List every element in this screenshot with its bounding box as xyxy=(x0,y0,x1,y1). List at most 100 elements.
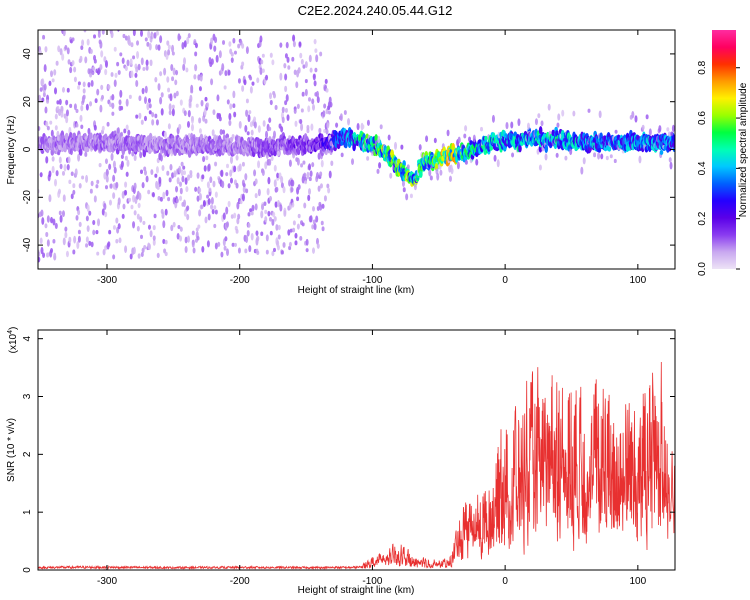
spectrogram-point xyxy=(108,163,112,170)
spectrogram-point xyxy=(69,148,73,156)
spectrogram-point xyxy=(564,155,568,161)
spectrogram-point xyxy=(297,213,301,219)
spectrogram-point xyxy=(518,144,522,153)
spectrogram-point xyxy=(253,169,257,177)
spectrogram-point xyxy=(284,108,288,113)
snr-y-tick-label: 1 xyxy=(22,509,33,515)
spectrogram-point xyxy=(164,208,168,216)
spectrogram-point xyxy=(323,195,327,202)
spectrogram-point xyxy=(111,93,115,101)
spectrogram-point xyxy=(54,113,58,120)
spectrogram-point xyxy=(147,243,151,251)
spectrogram-point xyxy=(172,67,176,76)
spectrogram-point xyxy=(335,122,339,128)
spectrogram-point xyxy=(112,225,116,230)
spectrogram-point xyxy=(175,197,179,204)
spectrogram-point xyxy=(230,57,234,63)
spectrogram-point xyxy=(92,66,96,71)
spectrogram-point xyxy=(658,125,662,133)
spectrogram-point xyxy=(153,32,157,39)
spectrogram-point xyxy=(181,41,185,50)
spectrogram-point xyxy=(255,230,259,236)
spectrogram-point xyxy=(547,103,551,111)
spectrogram-point xyxy=(320,159,324,168)
spectrogram-point xyxy=(226,248,230,256)
spectrogram-point xyxy=(306,171,310,180)
spectrogram-point xyxy=(137,202,141,209)
spectrogram-point xyxy=(206,194,210,199)
spectrogram-point xyxy=(99,104,103,113)
spectrogram-point xyxy=(58,210,62,216)
spectrogram-point xyxy=(173,92,177,99)
colorbar-tick-label: 0.6 xyxy=(697,111,708,125)
spectrogram-point xyxy=(97,31,101,38)
spectrogram-point xyxy=(609,154,613,159)
spectrogram-point xyxy=(281,116,285,124)
snr-x-tick-label: 100 xyxy=(629,576,646,587)
spectrogram-point xyxy=(51,165,55,174)
spectrogram-point xyxy=(510,121,514,129)
spectrogram-point xyxy=(496,159,500,168)
spectrogram-point xyxy=(238,120,242,129)
spectrogram-point xyxy=(271,218,275,226)
spectrogram-point xyxy=(176,177,180,185)
spectrogram-point xyxy=(283,63,287,69)
spectrogram-point xyxy=(73,66,77,73)
spectrogram-point xyxy=(214,242,218,250)
snr-y-axis-label: SNR (10 * v/v) xyxy=(6,418,17,482)
spectrogram-point xyxy=(254,203,258,211)
spectrogram-point xyxy=(292,227,296,233)
spectrogram-point xyxy=(144,85,148,94)
spectrogram-point xyxy=(40,246,44,255)
spectrogram-point xyxy=(228,112,232,121)
spectrogram-point xyxy=(306,128,310,134)
spectrogram-point xyxy=(179,181,183,187)
snr-y-ticks: 0 1 2 3 4 xyxy=(22,335,675,573)
spectrogram-point xyxy=(117,197,121,206)
spectrogram-point xyxy=(96,251,100,256)
spectrogram-point xyxy=(42,34,46,40)
spectrogram-point xyxy=(54,125,58,131)
spectrogram-point xyxy=(190,132,194,141)
spectrogram-point xyxy=(59,214,63,223)
spectrogram-point xyxy=(146,41,150,47)
spectrogram-point xyxy=(77,235,81,243)
spectrogram-point xyxy=(361,124,365,130)
snr-x-tick-label: -100 xyxy=(362,576,382,587)
spectrogram-point xyxy=(89,48,93,55)
spectrogram-point xyxy=(83,30,87,33)
spectrogram-point xyxy=(233,111,237,118)
spectrogram-point xyxy=(45,156,49,164)
spectrogram-point xyxy=(73,235,77,244)
spectrogram-point xyxy=(301,222,305,227)
spectrogram-point xyxy=(172,221,176,228)
spectrogram-point xyxy=(93,195,97,203)
spectrogram-point xyxy=(84,151,88,157)
spectrogram-point xyxy=(50,216,54,224)
spectrogram-point xyxy=(124,245,128,253)
spectrogram-point xyxy=(196,172,200,179)
spectrogram-point xyxy=(269,92,273,100)
spectrogram-x-tick-label: -300 xyxy=(97,275,117,286)
spectrogram-point xyxy=(276,150,280,157)
spectrogram-point xyxy=(242,183,246,188)
spectrogram-point xyxy=(244,173,248,181)
spectrogram-point xyxy=(311,98,315,105)
snr-y-tick-label: 0 xyxy=(22,567,33,573)
spectrogram-point xyxy=(272,130,276,139)
spectrogram-point xyxy=(250,211,254,216)
spectrogram-point xyxy=(140,119,144,125)
spectrogram-point xyxy=(156,252,160,259)
spectrogram-point xyxy=(323,103,327,109)
spectrogram-point xyxy=(279,42,283,48)
spectrogram-point xyxy=(294,232,298,239)
spectrogram-point xyxy=(264,161,268,170)
spectrogram-point xyxy=(218,116,222,122)
spectrogram-point xyxy=(280,126,284,133)
spectrogram-point xyxy=(78,183,82,189)
spectrogram-point xyxy=(153,213,157,219)
spectrogram-y-tick-label: -40 xyxy=(22,237,33,252)
spectrogram-point xyxy=(66,87,70,93)
spectrogram-point xyxy=(219,128,223,135)
